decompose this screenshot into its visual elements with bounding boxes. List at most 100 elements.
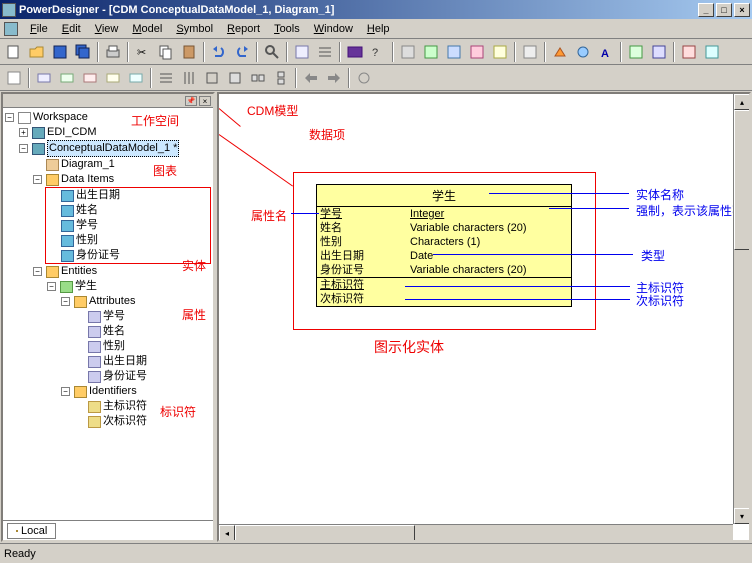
tree-toggle[interactable] bbox=[75, 372, 84, 381]
tree-node-label[interactable]: 身份证号 bbox=[76, 248, 120, 263]
tree-node-label[interactable]: 性别 bbox=[76, 233, 98, 248]
tb2-f[interactable] bbox=[125, 67, 147, 89]
entity-symbol[interactable]: 学生 学号Integer姓名Variable characters (20)性别… bbox=[316, 184, 572, 307]
tb2-b[interactable] bbox=[33, 67, 55, 89]
tree-toggle[interactable] bbox=[75, 327, 84, 336]
tree-node-label[interactable]: 次标识符 bbox=[103, 414, 147, 429]
sbv-thumb[interactable] bbox=[734, 110, 750, 250]
tb-x3[interactable] bbox=[443, 41, 465, 63]
tree-toggle[interactable] bbox=[75, 312, 84, 321]
tree-node-label[interactable]: 出生日期 bbox=[76, 188, 120, 203]
tab-local[interactable]: Local bbox=[7, 523, 56, 539]
tb-x2[interactable] bbox=[420, 41, 442, 63]
tree-toggle[interactable]: − bbox=[33, 175, 42, 184]
tb2-i[interactable] bbox=[201, 67, 223, 89]
menu-report[interactable]: Report bbox=[221, 21, 266, 37]
tree-toggle[interactable] bbox=[48, 236, 57, 245]
maximize-button[interactable]: □ bbox=[716, 3, 732, 17]
menu-edit[interactable]: Edit bbox=[56, 21, 87, 37]
sbh-right[interactable]: ▸ bbox=[717, 541, 733, 542]
menu-file[interactable]: File bbox=[24, 21, 54, 37]
tree-node-label[interactable]: 姓名 bbox=[103, 324, 125, 339]
tb-copy[interactable] bbox=[155, 41, 177, 63]
tb2-j[interactable] bbox=[224, 67, 246, 89]
tb2-g[interactable] bbox=[155, 67, 177, 89]
tb2-o[interactable] bbox=[353, 67, 375, 89]
close-button[interactable]: × bbox=[734, 3, 750, 17]
tree-node-label[interactable]: Diagram_1 bbox=[61, 157, 115, 172]
menu-help[interactable]: Help bbox=[361, 21, 396, 37]
tb2-l[interactable] bbox=[270, 67, 292, 89]
tb-y3[interactable] bbox=[678, 41, 700, 63]
tree-node-label[interactable]: Identifiers bbox=[89, 384, 137, 399]
tb-x1[interactable] bbox=[397, 41, 419, 63]
menu-window[interactable]: Window bbox=[308, 21, 359, 37]
minimize-button[interactable]: _ bbox=[698, 3, 714, 17]
tb-new[interactable] bbox=[3, 41, 25, 63]
tb2-h[interactable] bbox=[178, 67, 200, 89]
tb-list[interactable] bbox=[314, 41, 336, 63]
tb-y4[interactable] bbox=[701, 41, 723, 63]
canvas-scrollbar-h[interactable]: ◂ ▸ bbox=[219, 524, 733, 540]
canvas-scrollbar-v[interactable]: ▴ ▾ bbox=[733, 94, 749, 524]
tb-x7[interactable] bbox=[549, 41, 571, 63]
tree-toggle[interactable] bbox=[48, 191, 57, 200]
tree-toggle[interactable]: − bbox=[61, 297, 70, 306]
browser-close-button[interactable]: × bbox=[199, 96, 211, 106]
tree-node-label[interactable]: Attributes bbox=[89, 294, 135, 309]
diagram-canvas[interactable]: 学生 学号Integer姓名Variable characters (20)性别… bbox=[219, 94, 749, 540]
tb2-e[interactable] bbox=[102, 67, 124, 89]
tree-node-label[interactable]: 学号 bbox=[76, 218, 98, 233]
tree-node-label[interactable]: Entities bbox=[61, 264, 97, 279]
tb-text[interactable]: A bbox=[595, 41, 617, 63]
tb-x8[interactable] bbox=[572, 41, 594, 63]
tree-toggle[interactable] bbox=[75, 417, 84, 426]
tb-x5[interactable] bbox=[489, 41, 511, 63]
tree-node-label[interactable]: 姓名 bbox=[76, 203, 98, 218]
tree-toggle[interactable]: − bbox=[19, 144, 28, 153]
tree-node-label[interactable]: ConceptualDataModel_1 * bbox=[47, 140, 179, 157]
tree-toggle[interactable]: − bbox=[47, 282, 56, 291]
menu-view[interactable]: View bbox=[89, 21, 125, 37]
tree-node-label[interactable]: 性别 bbox=[103, 339, 125, 354]
tb-paste[interactable] bbox=[178, 41, 200, 63]
tb-cut[interactable]: ✂ bbox=[132, 41, 154, 63]
tb-y2[interactable] bbox=[648, 41, 670, 63]
sbv-up[interactable]: ▴ bbox=[734, 94, 750, 110]
tree-toggle[interactable] bbox=[48, 221, 57, 230]
tree-toggle[interactable] bbox=[33, 160, 42, 169]
tb-print[interactable] bbox=[102, 41, 124, 63]
tree-node-label[interactable]: 主标识符 bbox=[103, 399, 147, 414]
tree-toggle[interactable] bbox=[75, 357, 84, 366]
tree-node-label[interactable]: 学生 bbox=[75, 279, 97, 294]
tree-toggle[interactable] bbox=[48, 251, 57, 260]
tb2-c[interactable] bbox=[56, 67, 78, 89]
tb-x4[interactable] bbox=[466, 41, 488, 63]
tb-saveall[interactable] bbox=[72, 41, 94, 63]
tree-node-label[interactable]: 学号 bbox=[103, 309, 125, 324]
tb-open[interactable] bbox=[26, 41, 48, 63]
tree-toggle[interactable] bbox=[48, 206, 57, 215]
tree-toggle[interactable]: − bbox=[61, 387, 70, 396]
tb-whatsthis[interactable]: ? bbox=[367, 41, 389, 63]
sbv-down[interactable]: ▾ bbox=[734, 508, 750, 524]
tree-root-label[interactable]: Workspace bbox=[33, 110, 88, 125]
tree-toggle[interactable]: + bbox=[19, 128, 28, 137]
tb-redo[interactable] bbox=[231, 41, 253, 63]
browser-pin-icon[interactable]: 📌 bbox=[185, 96, 197, 106]
tb2-d[interactable] bbox=[79, 67, 101, 89]
tree-node-label[interactable]: 身份证号 bbox=[103, 369, 147, 384]
tree-node-label[interactable]: EDI_CDM bbox=[47, 125, 97, 140]
menu-model[interactable]: Model bbox=[126, 21, 168, 37]
tb2-a[interactable] bbox=[3, 67, 25, 89]
tb-undo[interactable] bbox=[208, 41, 230, 63]
tb-help[interactable] bbox=[344, 41, 366, 63]
tb-y1[interactable] bbox=[625, 41, 647, 63]
tree-toggle[interactable] bbox=[75, 402, 84, 411]
tb2-k[interactable] bbox=[247, 67, 269, 89]
menu-tools[interactable]: Tools bbox=[268, 21, 306, 37]
tb-prop[interactable] bbox=[291, 41, 313, 63]
menu-symbol[interactable]: Symbol bbox=[170, 21, 219, 37]
tb-find[interactable] bbox=[261, 41, 283, 63]
tree-node-label[interactable]: Data Items bbox=[61, 172, 114, 187]
